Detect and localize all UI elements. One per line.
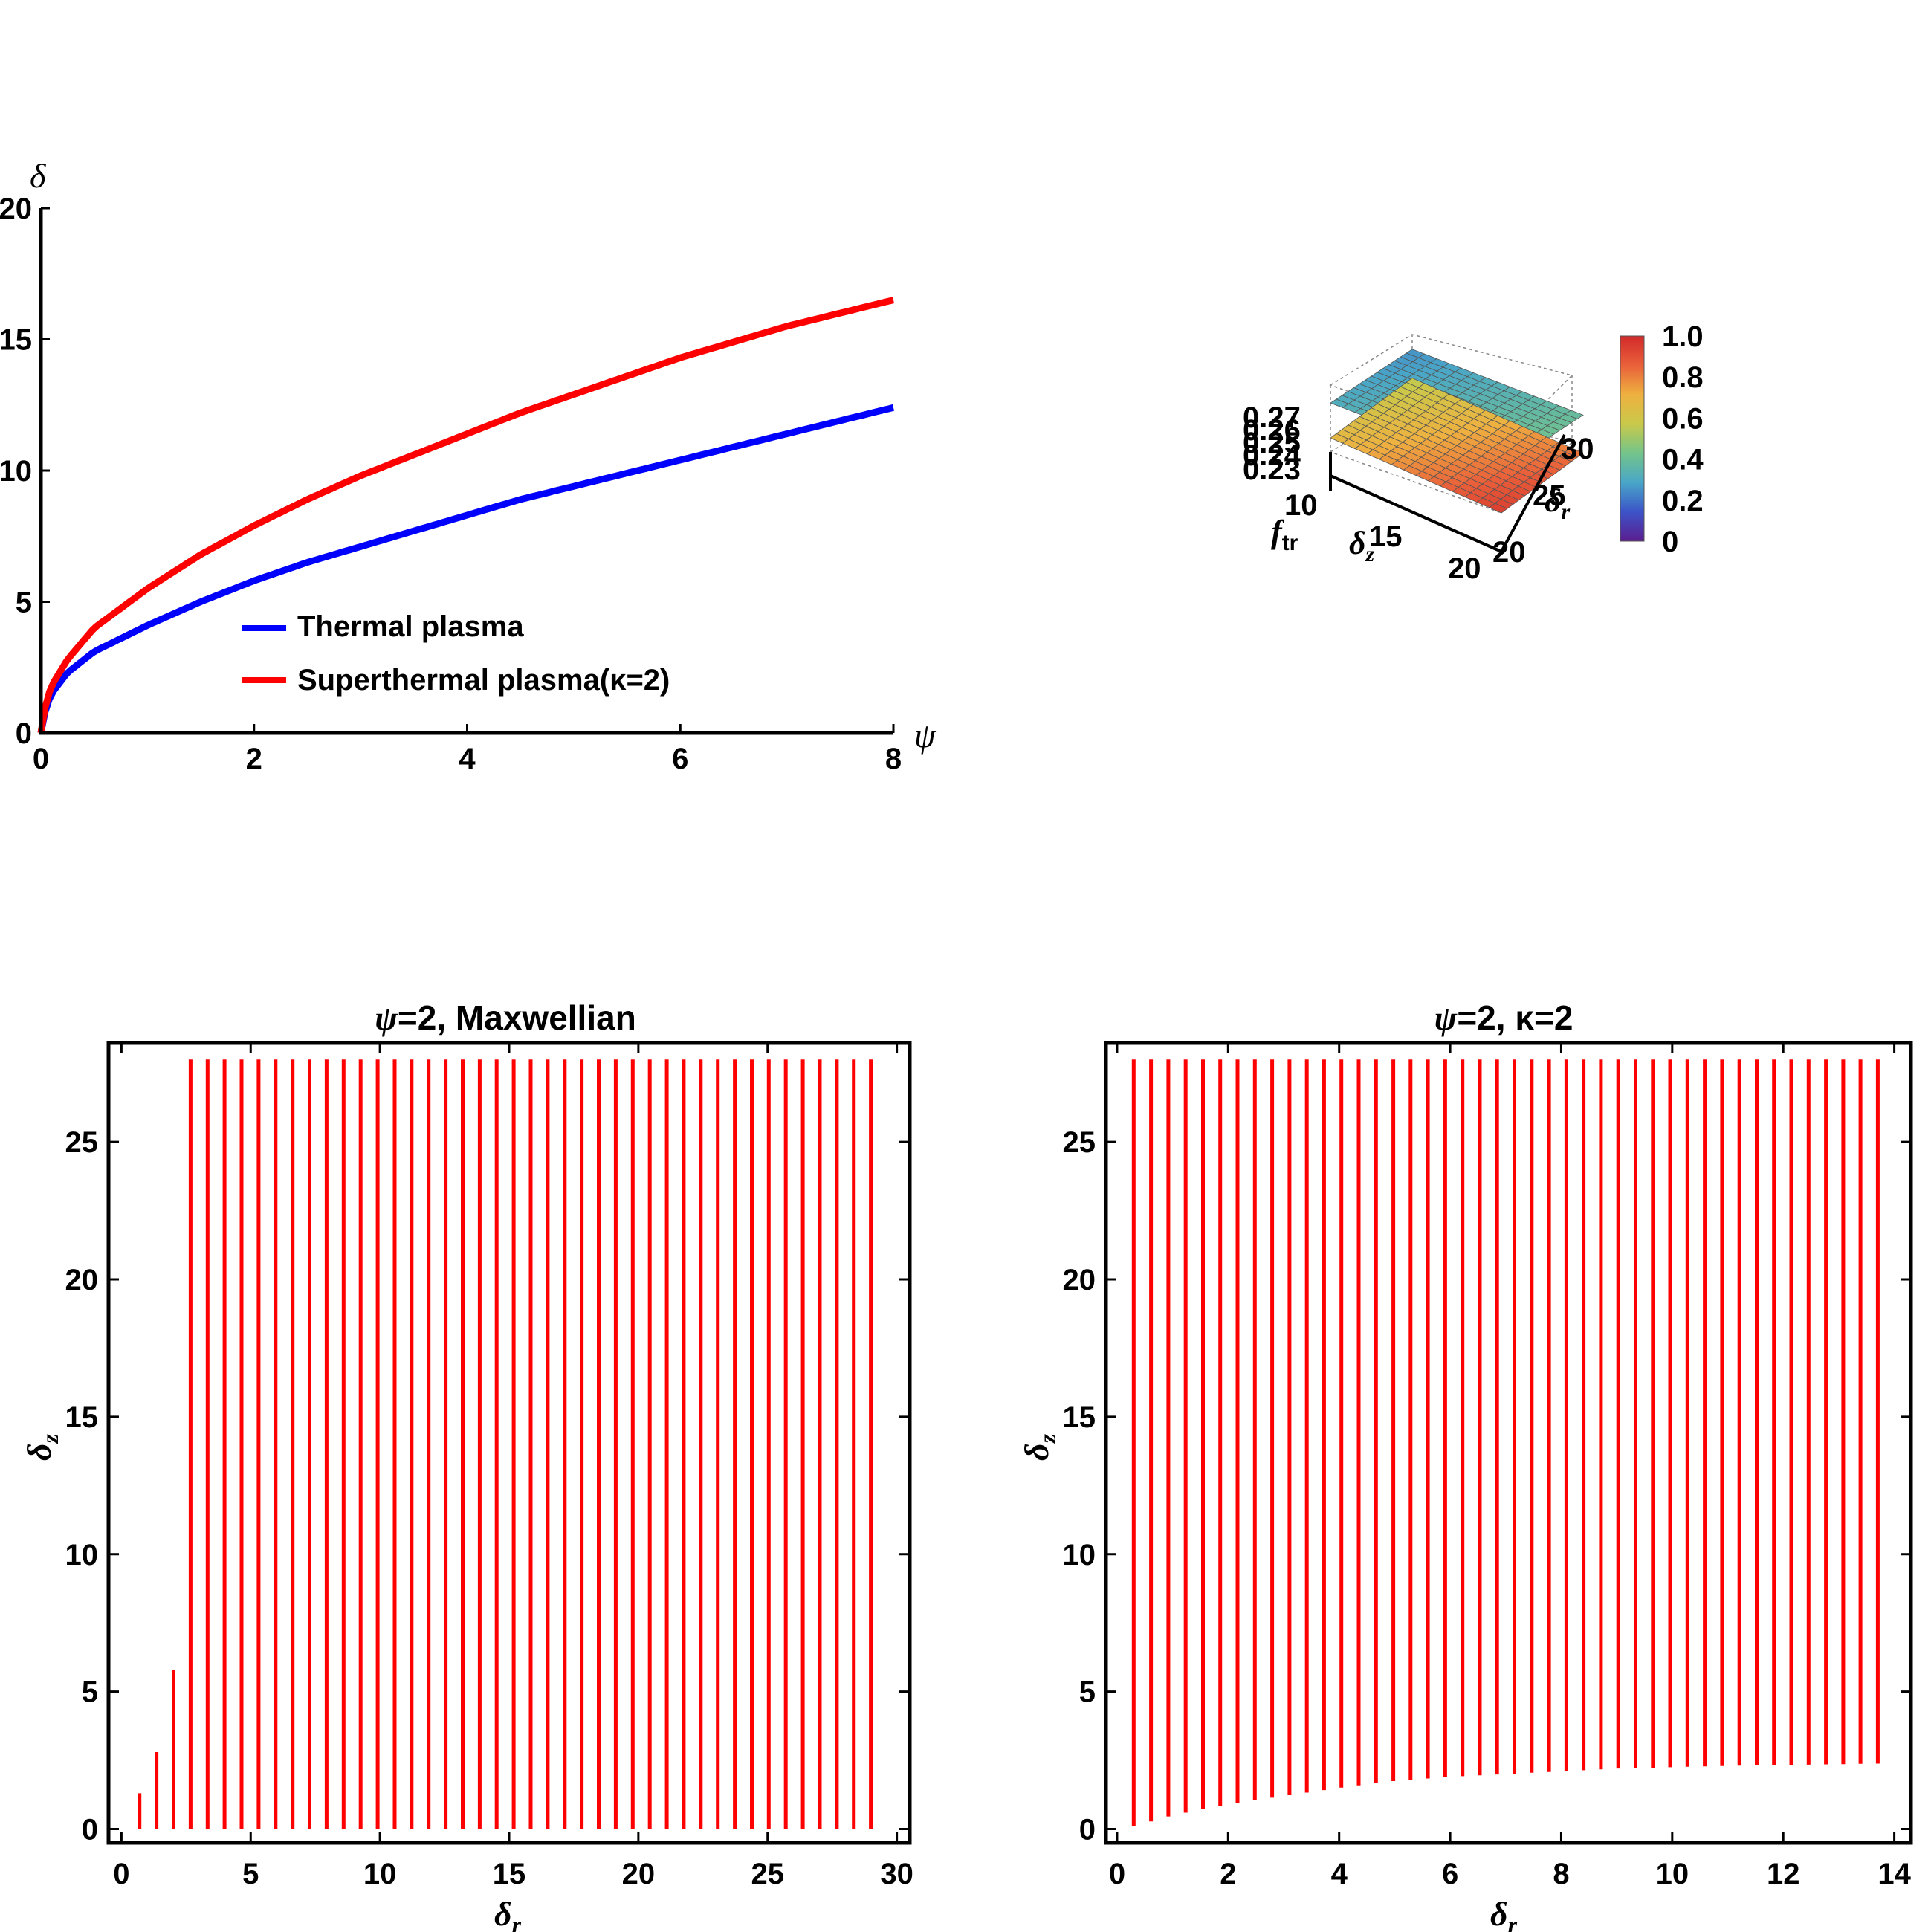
colorbar-tick-label: 0.8 — [1662, 361, 1704, 394]
x-axis-label: ψ — [914, 717, 937, 755]
x-axis-label: δr — [494, 1895, 522, 1932]
x-axis-line-3d — [1330, 474, 1502, 553]
x-tick-label: 25 — [751, 1858, 784, 1890]
y-tick-label: 25 — [1063, 1126, 1096, 1159]
x-tick-label: 10 — [363, 1858, 397, 1890]
y-axis-label: δ — [30, 157, 46, 195]
region-plot-kappa: ψ=2, κ=2 0 2 4 6 8 10 12 14 0 5 10 15 20 25 δr δz — [1018, 998, 1913, 1932]
y-tick-label: 5 — [1079, 1676, 1096, 1709]
x-tick-label: 10 — [1656, 1858, 1689, 1890]
x-tick-label: 14 — [1877, 1858, 1911, 1890]
plot-frame — [106, 1041, 912, 1845]
z-tick: 0.26 — [1243, 414, 1301, 447]
z-tick: 0.27 — [1243, 401, 1301, 434]
y-tick-label: 5 — [82, 1676, 98, 1709]
y-tick-label: 0 — [1079, 1814, 1096, 1847]
y-tick-label: 15 — [0, 324, 32, 357]
y-tick-label: 10 — [1063, 1539, 1096, 1571]
y-axis-label: δz — [20, 1433, 63, 1461]
y-tick-3d: 25 — [1533, 479, 1566, 512]
x-tick-label: 4 — [459, 743, 476, 775]
colorbar-tick-label: 1.0 — [1662, 320, 1704, 353]
x-tick-label: 15 — [493, 1858, 526, 1890]
y-tick-label: 20 — [1063, 1264, 1096, 1296]
x-tick-3d: 15 — [1369, 520, 1403, 553]
x-tick-label: 4 — [1331, 1858, 1348, 1890]
z-tick: 0.24 — [1243, 439, 1301, 472]
x-tick-label: 0 — [1109, 1858, 1125, 1890]
chart-title: ψ=2, κ=2 — [1434, 998, 1573, 1037]
x-tick-label: 0 — [113, 1858, 129, 1890]
y-tick-label: 20 — [0, 193, 32, 225]
region-plot-maxwellian: ψ=2, Maxwellian 0 5 10 15 20 25 30 0 5 10 15 20 25 δ… — [20, 998, 913, 1932]
y-axis-line-3d — [1500, 434, 1566, 552]
colorbar-tick-label: 0.2 — [1662, 485, 1704, 517]
y-tick-label: 25 — [65, 1126, 99, 1159]
x-tick-label: 2 — [246, 743, 262, 775]
y-tick-label: 10 — [65, 1539, 99, 1571]
x-axis-label-3d: δz — [1349, 525, 1375, 566]
y-tick-label: 15 — [1063, 1401, 1096, 1434]
y-tick-label: 10 — [0, 455, 32, 488]
x-tick-label: 5 — [242, 1858, 259, 1890]
series-line-1 — [37, 297, 895, 734]
x-tick-label: 0 — [33, 743, 49, 775]
y-tick-label: 0 — [82, 1814, 98, 1847]
y-tick-label: 0 — [16, 717, 32, 750]
colorbar-tick-label: 0.6 — [1662, 402, 1704, 435]
y-tick-label: 5 — [16, 587, 32, 619]
colorbar-tick-label: 0 — [1662, 526, 1678, 558]
x-tick-label: 12 — [1767, 1858, 1800, 1890]
x-axis-label: δr — [1490, 1895, 1518, 1932]
surface-3d-panel: 0.27 0.26 0.25 0.24 0.23 10 15 20 20 25 … — [1243, 320, 1704, 585]
y-tick-label: 20 — [65, 1264, 99, 1296]
y-tick-3d: 20 — [1492, 536, 1526, 569]
x-tick-label: 8 — [1553, 1858, 1569, 1890]
x-tick-label: 20 — [622, 1858, 656, 1890]
x-tick-3d: 10 — [1284, 489, 1318, 522]
x-tick-3d: 20 — [1448, 552, 1481, 585]
colorbar-tick-label: 0.4 — [1662, 444, 1704, 476]
x-tick-label: 30 — [880, 1858, 913, 1890]
z-tick: 0.25 — [1243, 427, 1301, 459]
y-axis-label: δz — [1018, 1433, 1061, 1461]
x-tick-label: 6 — [672, 743, 688, 775]
colorbar — [1620, 335, 1645, 542]
surface-patch — [1564, 447, 1584, 458]
y-tick-3d: 30 — [1561, 433, 1594, 465]
legend-label-thermal: Thermal plasma — [297, 610, 524, 643]
legend-label-superthermal: Superthermal plasma(κ=2) — [297, 664, 670, 697]
line-chart-panel: 0 2 4 6 8 0 5 10 15 20 ψ δ Thermal plasma Superth… — [0, 157, 937, 775]
series-line-0 — [37, 404, 895, 734]
x-tick-label: 8 — [885, 743, 902, 775]
y-tick-label: 15 — [65, 1401, 99, 1434]
z-axis-label-3d: ftr — [1271, 514, 1298, 555]
chart-title: ψ=2, Maxwellian — [375, 998, 636, 1037]
z-tick: 0.23 — [1243, 453, 1301, 486]
y-axis-label-3d: δr — [1545, 482, 1571, 524]
x-tick-label: 2 — [1220, 1858, 1236, 1890]
plot-frame — [1104, 1041, 1913, 1845]
x-tick-label: 6 — [1442, 1858, 1458, 1890]
surface-patch — [1564, 410, 1584, 419]
